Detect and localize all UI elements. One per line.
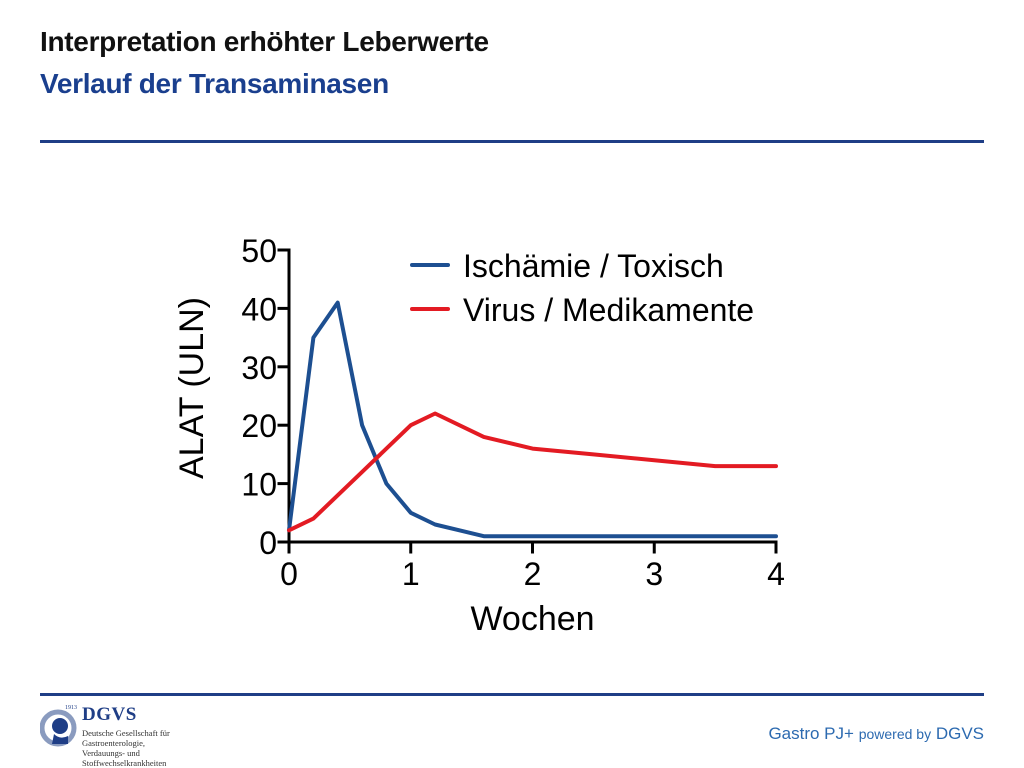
x-tick-label: 3: [645, 556, 663, 592]
y-tick-label: 30: [241, 350, 277, 386]
logo-subtitle: Deutsche Gesellschaft für Gastroenterolo…: [82, 728, 170, 768]
legend-label-2: Virus / Medikamente: [463, 292, 754, 328]
x-tick-label: 2: [524, 556, 542, 592]
x-tick-label: 1: [402, 556, 420, 592]
alat-line-chart: 0 10 20 30 40 50 0 1 2 3 4 Wochen ALAT (ULN) Ischämie…: [173, 233, 785, 638]
y-tick-label: 40: [241, 291, 277, 327]
logo-name: DGVS: [82, 704, 137, 725]
footer-org: DGVS: [935, 724, 984, 743]
dgvs-logo: 1913 DGVS Deutsche Gesellschaft für Gast…: [40, 704, 180, 768]
y-axis-label: ALAT (ULN): [173, 297, 211, 479]
x-tick-label: 4: [767, 556, 785, 592]
x-tick-label: 0: [280, 556, 298, 592]
slide-title: Interpretation erhöhter Leberwerte: [40, 26, 489, 57]
dgvs-head-logo-icon: [40, 709, 77, 747]
y-tick-label: 10: [241, 467, 277, 503]
logo-line: Gastroenterologie,: [82, 738, 146, 748]
legend-label-1: Ischämie / Toxisch: [463, 248, 724, 284]
logo-line: Deutsche Gesellschaft für: [82, 728, 170, 738]
x-axis-label: Wochen: [470, 600, 594, 638]
footer-brand: Gastro PJ+: [768, 724, 854, 743]
series-line-2: [287, 411, 778, 533]
footer-powered-by: powered by: [858, 726, 932, 742]
logo-line: Verdauungs- und: [82, 748, 140, 758]
logo-year: 1913: [65, 705, 77, 711]
footer-divider: [40, 693, 984, 696]
y-tick-label: 50: [241, 233, 277, 269]
y-tick-label: 0: [259, 525, 277, 561]
slide-subtitle: Verlauf der Transaminasen: [40, 68, 389, 99]
series-line-1: [287, 300, 778, 539]
y-tick-label: 20: [241, 408, 277, 444]
logo-line: Stoffwechselkrankheiten: [82, 758, 167, 768]
title-divider: [40, 140, 984, 143]
footer-branding: Gastro PJ+ powered by DGVS: [768, 724, 984, 744]
